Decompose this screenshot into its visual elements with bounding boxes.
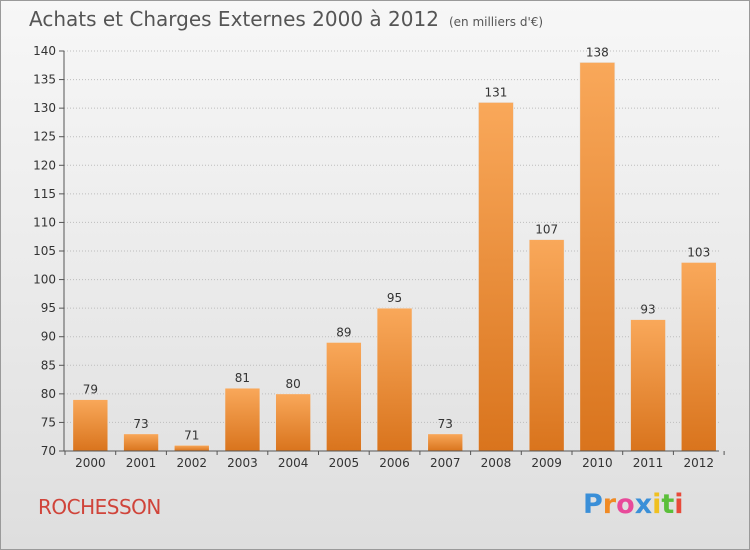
bar [72, 399, 109, 452]
y-tick-label: 80 [41, 387, 56, 401]
chart-title-text: Achats et Charges Externes 2000 à 2012 [29, 7, 439, 31]
y-tick-label: 85 [41, 358, 56, 372]
data-label: 71 [184, 428, 199, 442]
data-label: 107 [535, 223, 558, 237]
data-label: 89 [336, 325, 351, 339]
bar [528, 239, 565, 452]
brand-letter: i [652, 489, 662, 520]
bar [579, 62, 616, 452]
x-tick-label: 2007 [430, 456, 461, 470]
bar [680, 262, 717, 452]
y-tick-label: 100 [33, 273, 56, 287]
x-tick-label: 2000 [75, 456, 106, 470]
data-label: 79 [83, 383, 98, 397]
y-tick-label: 120 [33, 158, 56, 172]
bar [224, 387, 261, 452]
data-label: 73 [133, 417, 148, 431]
chart-title: Achats et Charges Externes 2000 à 2012 (e… [29, 7, 543, 31]
x-tick-label: 2011 [633, 456, 664, 470]
data-label: 73 [438, 417, 453, 431]
bar [478, 102, 514, 452]
bar [630, 319, 666, 452]
x-tick-label: 2008 [481, 456, 512, 470]
y-tick-label: 110 [33, 215, 56, 229]
y-tick-label: 135 [33, 73, 56, 87]
brand-letter: t [661, 489, 675, 520]
x-tick-label: 2012 [683, 456, 714, 470]
commune-name: ROCHESSON [38, 495, 161, 519]
data-label: 93 [640, 303, 655, 317]
x-tick-label: 2005 [329, 456, 360, 470]
bar [275, 393, 311, 452]
y-tick-label: 70 [41, 444, 56, 458]
y-tick-label: 105 [33, 244, 56, 258]
x-tick-label: 2001 [126, 456, 157, 470]
x-tick-label: 2003 [227, 456, 258, 470]
data-label: 95 [387, 291, 402, 305]
brand-logo: Proxiti [583, 489, 684, 520]
y-tick-label: 140 [33, 44, 56, 58]
y-tick-label: 130 [33, 101, 56, 115]
brand-letter: i [674, 489, 684, 520]
x-tick-label: 2010 [582, 456, 613, 470]
x-tick-label: 2006 [379, 456, 410, 470]
brand-letter: P [583, 489, 603, 520]
brand-letter: x [634, 489, 653, 520]
y-tick-label: 90 [41, 330, 56, 344]
bar [173, 444, 210, 452]
chart-subtitle: (en milliers d'€) [448, 15, 544, 29]
y-tick-label: 75 [41, 415, 56, 429]
data-label: 80 [286, 377, 301, 391]
x-tick-label: 2002 [176, 456, 207, 470]
data-label: 131 [484, 85, 507, 99]
brand-letter: o [616, 489, 635, 520]
x-tick-label: 2009 [531, 456, 562, 470]
bar [326, 342, 362, 452]
y-tick-label: 115 [33, 187, 56, 201]
y-tick-label: 95 [41, 301, 56, 315]
x-tick-label: 2004 [278, 456, 309, 470]
data-label: 138 [586, 45, 609, 59]
bar [427, 433, 464, 452]
data-label: 103 [687, 245, 710, 259]
data-label: 81 [235, 371, 250, 385]
bar [123, 433, 159, 452]
y-tick-label: 125 [33, 130, 56, 144]
bar [376, 307, 413, 452]
brand-letter: r [602, 489, 617, 520]
